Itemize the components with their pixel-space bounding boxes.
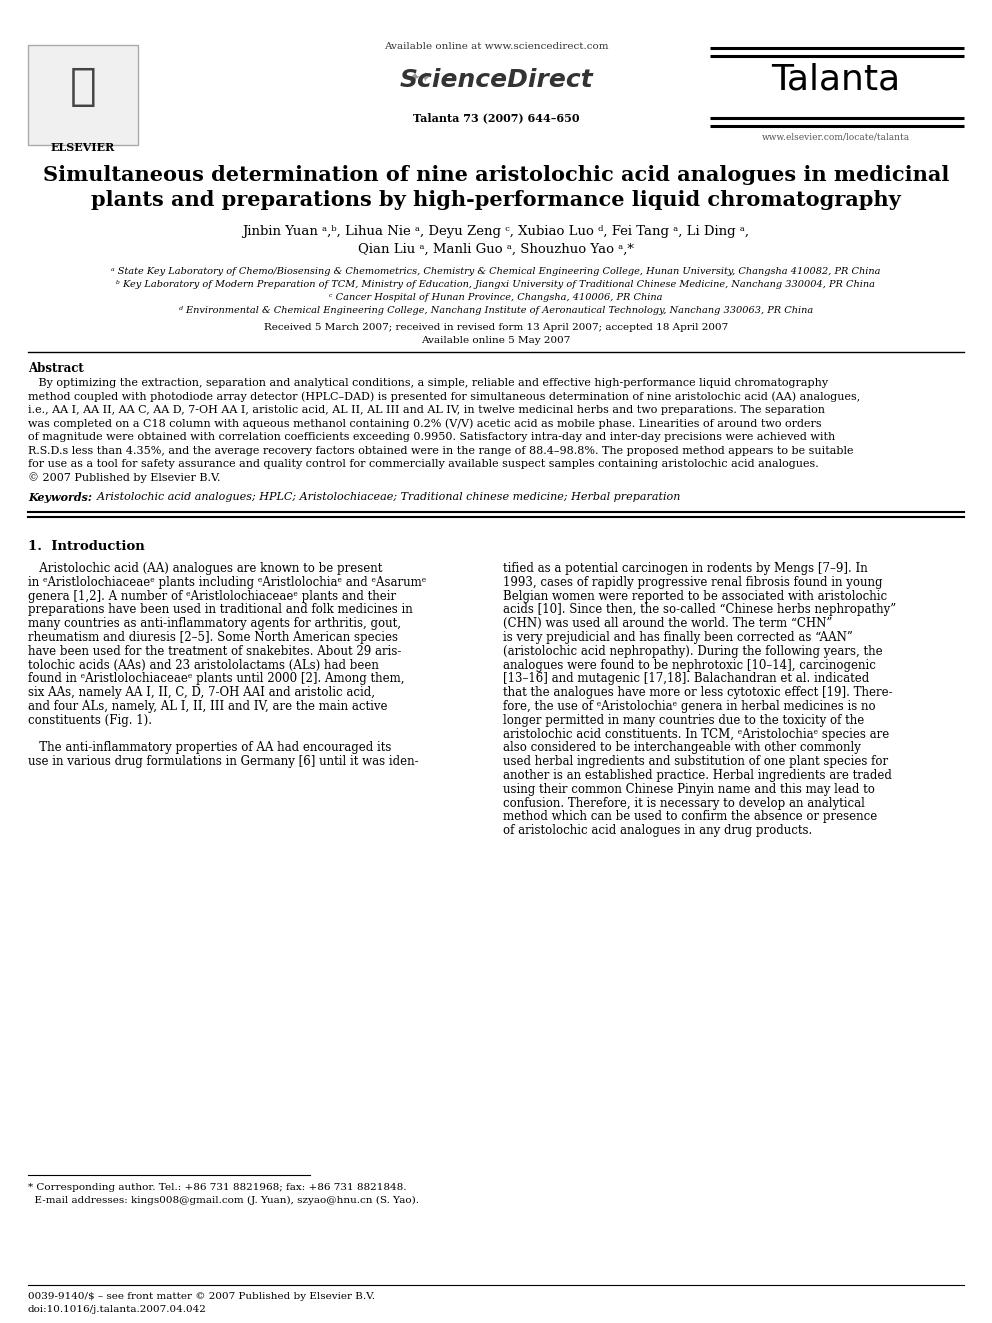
Text: method which can be used to confirm the absence or presence: method which can be used to confirm the … [503, 811, 877, 823]
Text: Talanta 73 (2007) 644–650: Talanta 73 (2007) 644–650 [413, 112, 579, 123]
Text: 0039-9140/$ – see front matter © 2007 Published by Elsevier B.V.: 0039-9140/$ – see front matter © 2007 Pu… [28, 1293, 375, 1301]
Text: * Corresponding author. Tel.: +86 731 8821968; fax: +86 731 8821848.: * Corresponding author. Tel.: +86 731 88… [28, 1183, 407, 1192]
Text: that the analogues have more or less cytotoxic effect [19]. There-: that the analogues have more or less cyt… [503, 687, 893, 699]
Text: (CHN) was used all around the world. The term “CHN”: (CHN) was used all around the world. The… [503, 618, 832, 630]
Text: doi:10.1016/j.talanta.2007.04.042: doi:10.1016/j.talanta.2007.04.042 [28, 1304, 207, 1314]
Text: Available online at www.sciencedirect.com: Available online at www.sciencedirect.co… [384, 42, 608, 52]
Text: Belgian women were reported to be associated with aristolochic: Belgian women were reported to be associ… [503, 590, 887, 602]
Text: and four ALs, namely, AL I, II, III and IV, are the main active: and four ALs, namely, AL I, II, III and … [28, 700, 388, 713]
Text: tified as a potential carcinogen in rodents by Mengs [7–9]. In: tified as a potential carcinogen in rode… [503, 562, 868, 576]
Text: in ᵉAristlolochiaceaeᵉ plants including ᵉAristlolochiaᵉ and ᵉAsarumᵉ: in ᵉAristlolochiaceaeᵉ plants including … [28, 576, 427, 589]
Text: Qian Liu ᵃ, Manli Guo ᵃ, Shouzhuo Yao ᵃ,*: Qian Liu ᵃ, Manli Guo ᵃ, Shouzhuo Yao ᵃ,… [358, 243, 634, 255]
Text: (aristolochic acid nephropathy). During the following years, the: (aristolochic acid nephropathy). During … [503, 644, 883, 658]
Text: rheumatism and diuresis [2–5]. Some North American species: rheumatism and diuresis [2–5]. Some Nort… [28, 631, 398, 644]
Text: Keywords:: Keywords: [28, 492, 92, 503]
Text: Received 5 March 2007; received in revised form 13 April 2007; accepted 18 April: Received 5 March 2007; received in revis… [264, 323, 728, 332]
Text: constituents (Fig. 1).: constituents (Fig. 1). [28, 714, 152, 726]
Text: Jinbin Yuan ᵃ,ᵇ, Lihua Nie ᵃ, Deyu Zeng ᶜ, Xubiao Luo ᵈ, Fei Tang ᵃ, Li Ding ᵃ,: Jinbin Yuan ᵃ,ᵇ, Lihua Nie ᵃ, Deyu Zeng … [242, 225, 750, 238]
Text: also considered to be interchangeable with other commonly: also considered to be interchangeable wi… [503, 741, 861, 754]
Text: fore, the use of ᵉAristolochiaᵉ genera in herbal medicines is no: fore, the use of ᵉAristolochiaᵉ genera i… [503, 700, 876, 713]
Text: Simultaneous determination of nine aristolochic acid analogues in medicinal: Simultaneous determination of nine arist… [43, 165, 949, 185]
Text: 1.  Introduction: 1. Introduction [28, 540, 145, 553]
Text: Abstract: Abstract [28, 363, 83, 374]
Text: i.e., AA I, AA II, AA C, AA D, 7-OH AA I, aristolic acid, AL II, AL III and AL I: i.e., AA I, AA II, AA C, AA D, 7-OH AA I… [28, 405, 825, 415]
Text: Available online 5 May 2007: Available online 5 May 2007 [422, 336, 570, 345]
Text: [13–16] and mutagenic [17,18]. Balachandran et al. indicated: [13–16] and mutagenic [17,18]. Balachand… [503, 672, 869, 685]
Text: use in various drug formulations in Germany [6] until it was iden-: use in various drug formulations in Germ… [28, 755, 419, 769]
Text: ScienceDirect: ScienceDirect [399, 67, 593, 93]
Text: of aristolochic acid analogues in any drug products.: of aristolochic acid analogues in any dr… [503, 824, 812, 837]
Text: By optimizing the extraction, separation and analytical conditions, a simple, re: By optimizing the extraction, separation… [28, 378, 828, 388]
Text: used herbal ingredients and substitution of one plant species for: used herbal ingredients and substitution… [503, 755, 888, 769]
Text: R.S.D.s less than 4.35%, and the average recovery factors obtained were in the r: R.S.D.s less than 4.35%, and the average… [28, 446, 853, 455]
Text: www.elsevier.com/locate/talanta: www.elsevier.com/locate/talanta [762, 132, 910, 142]
Text: many countries as anti-inflammatory agents for arthritis, gout,: many countries as anti-inflammatory agen… [28, 618, 401, 630]
Text: of magnitude were obtained with correlation coefficients exceeding 0.9950. Satis: of magnitude were obtained with correlat… [28, 433, 835, 442]
Text: The anti-inflammatory properties of AA had encouraged its: The anti-inflammatory properties of AA h… [28, 741, 392, 754]
Text: ᵇ Key Laboratory of Modern Preparation of TCM, Ministry of Education, Jiangxi Un: ᵇ Key Laboratory of Modern Preparation o… [116, 280, 876, 288]
Text: found in ᵉAristlolochiaceaeᵉ plants until 2000 [2]. Among them,: found in ᵉAristlolochiaceaeᵉ plants unti… [28, 672, 405, 685]
Text: Talanta: Talanta [772, 62, 901, 97]
Text: ELSEVIER: ELSEVIER [51, 142, 115, 153]
Text: ✦✦: ✦✦ [409, 71, 432, 86]
Text: tolochic acids (AAs) and 23 aristololactams (ALs) had been: tolochic acids (AAs) and 23 aristololact… [28, 659, 379, 672]
Text: is very prejudicial and has finally been corrected as “AAN”: is very prejudicial and has finally been… [503, 631, 853, 644]
Text: another is an established practice. Herbal ingredients are traded: another is an established practice. Herb… [503, 769, 892, 782]
Bar [28, 45, 138, 146]
Text: genera [1,2]. A number of ᵉAristlolochiaceaeᵉ plants and their: genera [1,2]. A number of ᵉAristlolochia… [28, 590, 396, 602]
Text: ᵈ Environmental & Chemical Engineering College, Nanchang Institute of Aeronautic: ᵈ Environmental & Chemical Engineering C… [179, 306, 813, 315]
Text: for use as a tool for safety assurance and quality control for commercially avai: for use as a tool for safety assurance a… [28, 459, 818, 468]
Text: Aristolochic acid analogues; HPLC; Aristolochiaceae; Traditional chinese medicin: Aristolochic acid analogues; HPLC; Arist… [90, 492, 681, 501]
Text: © 2007 Published by Elsevier B.V.: © 2007 Published by Elsevier B.V. [28, 472, 220, 483]
Text: confusion. Therefore, it is necessary to develop an analytical: confusion. Therefore, it is necessary to… [503, 796, 865, 810]
Text: ᶜ Cancer Hospital of Hunan Province, Changsha, 410006, PR China: ᶜ Cancer Hospital of Hunan Province, Cha… [329, 292, 663, 302]
Text: have been used for the treatment of snakebites. About 29 aris-: have been used for the treatment of snak… [28, 644, 402, 658]
Text: ᵃ State Key Laboratory of Chemo/Biosensing & Chemometrics, Chemistry & Chemical : ᵃ State Key Laboratory of Chemo/Biosensi… [111, 267, 881, 277]
Text: Aristolochic acid (AA) analogues are known to be present: Aristolochic acid (AA) analogues are kno… [28, 562, 382, 576]
Text: longer permitted in many countries due to the toxicity of the: longer permitted in many countries due t… [503, 714, 864, 726]
Text: plants and preparations by high-performance liquid chromatography: plants and preparations by high-performa… [91, 191, 901, 210]
Text: acids [10]. Since then, the so-called “Chinese herbs nephropathy”: acids [10]. Since then, the so-called “C… [503, 603, 896, 617]
Text: 🌳: 🌳 [69, 65, 96, 108]
Text: preparations have been used in traditional and folk medicines in: preparations have been used in tradition… [28, 603, 413, 617]
Text: was completed on a C18 column with aqueous methanol containing 0.2% (V/V) acetic: was completed on a C18 column with aqueo… [28, 418, 821, 429]
Text: aristolochic acid constituents. In TCM, ᵉAristolochiaᵉ species are: aristolochic acid constituents. In TCM, … [503, 728, 889, 741]
Text: analogues were found to be nephrotoxic [10–14], carcinogenic: analogues were found to be nephrotoxic [… [503, 659, 876, 672]
Text: 1993, cases of rapidly progressive renal fibrosis found in young: 1993, cases of rapidly progressive renal… [503, 576, 883, 589]
Text: method coupled with photodiode array detector (HPLC–DAD) is presented for simult: method coupled with photodiode array det… [28, 392, 860, 402]
Text: E-mail addresses: kings008@gmail.com (J. Yuan), szyao@hnu.cn (S. Yao).: E-mail addresses: kings008@gmail.com (J.… [28, 1196, 419, 1205]
Text: six AAs, namely AA I, II, C, D, 7-OH AAI and aristolic acid,: six AAs, namely AA I, II, C, D, 7-OH AAI… [28, 687, 375, 699]
Text: using their common Chinese Pinyin name and this may lead to: using their common Chinese Pinyin name a… [503, 783, 875, 796]
